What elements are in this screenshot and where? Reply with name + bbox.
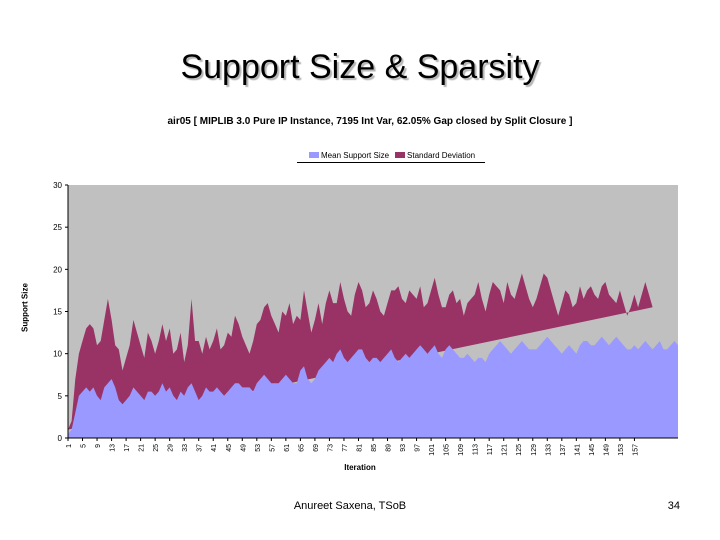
x-tick-label: 37 — [197, 444, 204, 452]
x-tick-label: 153 — [618, 444, 625, 456]
x-tick-label: 41 — [211, 444, 218, 452]
x-tick-label: 121 — [502, 444, 509, 456]
x-tick-label: 53 — [255, 444, 262, 452]
legend-item-std: Standard Deviation — [395, 151, 475, 160]
x-tick-label: 113 — [473, 444, 480, 455]
y-tick-label: 25 — [53, 223, 62, 232]
x-tick-label: 73 — [327, 444, 334, 452]
x-tick-label: 97 — [415, 444, 422, 452]
x-tick-label: 85 — [371, 444, 378, 452]
x-tick-label: 5 — [81, 444, 88, 448]
x-tick-label: 93 — [400, 444, 407, 452]
chart-title: air05 [ MIPLIB 3.0 Pure IP Instance, 719… — [167, 116, 573, 127]
y-tick-label: 15 — [53, 308, 62, 317]
legend-item-mean: Mean Support Size — [309, 151, 389, 160]
x-tick-label: 25 — [153, 444, 160, 452]
x-tick-label: 49 — [240, 444, 247, 452]
x-tick-label: 89 — [386, 444, 393, 452]
x-tick-label: 141 — [574, 444, 581, 456]
x-tick-label: 1 — [66, 444, 73, 448]
x-tick-label: 65 — [298, 444, 305, 452]
x-tick-label: 29 — [168, 444, 175, 452]
x-tick-label: 69 — [313, 444, 320, 452]
x-tick-label: 77 — [342, 444, 349, 452]
x-tick-label: 149 — [603, 444, 610, 456]
legend-swatch-mean — [309, 152, 319, 158]
x-tick-label: 117 — [487, 444, 494, 455]
slide-footer: Anureet Saxena, TSoB — [293, 500, 407, 512]
page-number: 34 — [667, 500, 680, 512]
legend-label-mean: Mean Support Size — [321, 150, 390, 160]
x-tick-label: 125 — [516, 444, 523, 456]
x-tick-label: 145 — [589, 444, 596, 456]
x-tick-label: 17 — [124, 444, 131, 452]
x-tick-label: 133 — [545, 444, 552, 456]
x-tick-label: 13 — [110, 444, 117, 452]
y-tick-label: 20 — [53, 265, 62, 274]
slide-title: Support Size & Sparsity — [180, 48, 540, 86]
x-tick-label: 157 — [632, 444, 639, 456]
legend-label-std: Standard Deviation — [407, 150, 476, 160]
x-tick-label: 57 — [269, 444, 276, 452]
x-tick-label: 81 — [356, 444, 363, 452]
x-tick-label: 61 — [284, 444, 291, 452]
series-area-mean-support-size — [68, 336, 678, 438]
x-tick-label: 105 — [444, 444, 451, 456]
legend-swatch-std — [395, 152, 406, 158]
y-tick-label: 0 — [58, 434, 63, 443]
x-tick-label: 21 — [139, 444, 146, 452]
x-tick-label: 101 — [429, 444, 436, 456]
y-tick-label: 30 — [53, 181, 62, 190]
chart-legend: Mean Support Size Standard Deviation — [297, 148, 485, 163]
x-tick-label: 129 — [531, 444, 538, 456]
y-tick-label: 5 — [58, 392, 63, 401]
x-axis-label: Iteration — [344, 463, 376, 472]
x-tick-label: 45 — [226, 444, 233, 452]
x-tick-label: 109 — [458, 444, 465, 456]
x-tick-label: 137 — [560, 444, 567, 456]
x-tick-label: 9 — [95, 444, 102, 448]
y-tick-label: 10 — [53, 350, 62, 359]
x-tick-label: 33 — [182, 444, 189, 452]
